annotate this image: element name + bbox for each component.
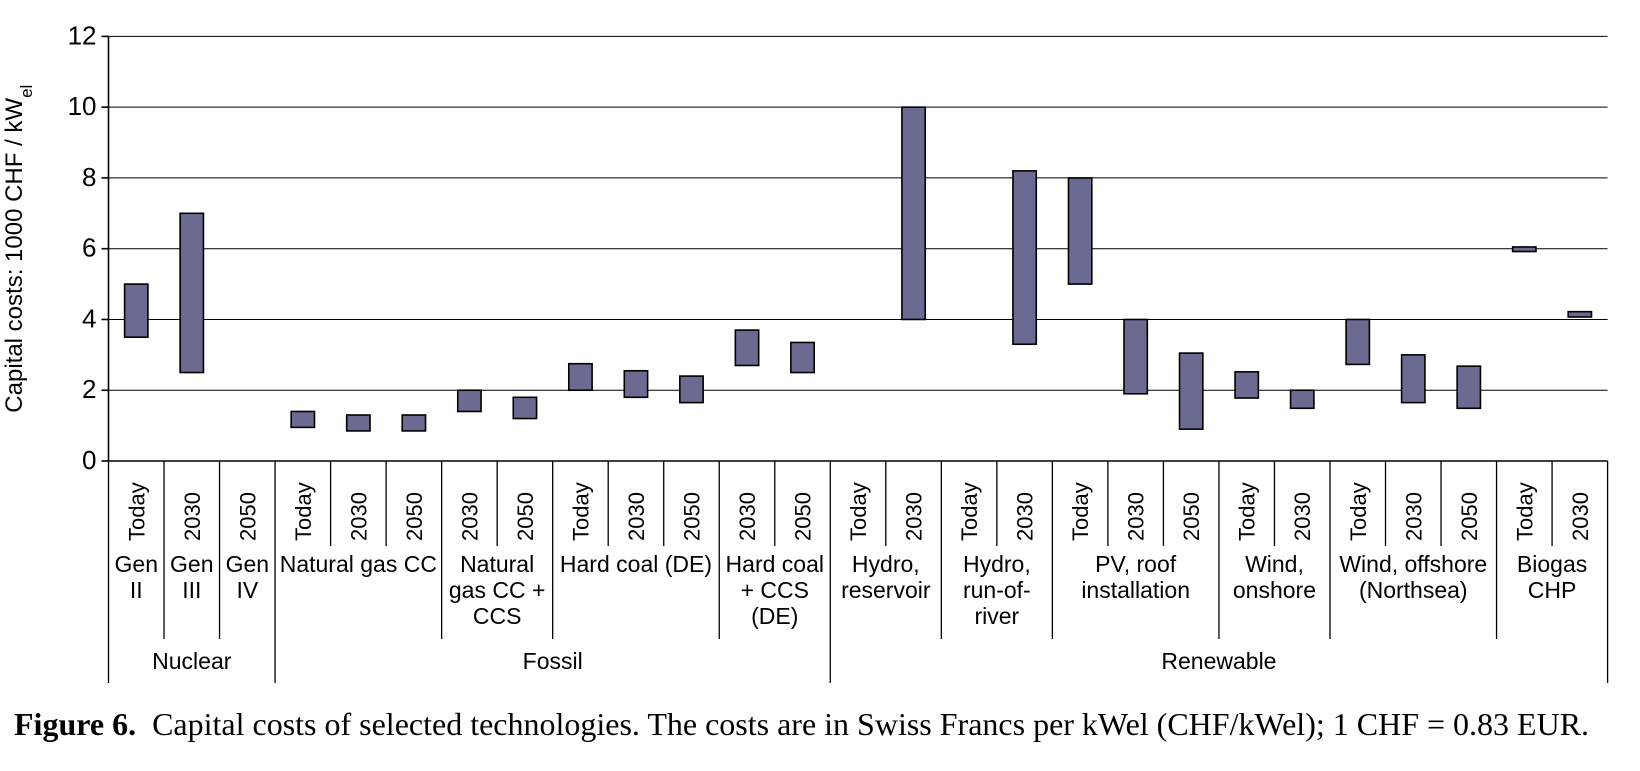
svg-text:Natural gas CC: Natural gas CC (280, 551, 437, 577)
svg-text:onshore: onshore (1233, 577, 1316, 603)
svg-text:Today: Today (1512, 482, 1537, 541)
svg-text:Today: Today (568, 482, 593, 541)
svg-text:gas CC +: gas CC + (449, 577, 546, 603)
svg-text:2050: 2050 (1457, 492, 1482, 541)
svg-text:2030: 2030 (1290, 492, 1315, 541)
svg-text:Wind,: Wind, (1245, 551, 1304, 577)
svg-text:2050: 2050 (513, 492, 538, 541)
svg-text:2050: 2050 (791, 492, 816, 541)
svg-text:Hydro,: Hydro, (963, 551, 1031, 577)
svg-text:Today: Today (957, 482, 982, 541)
svg-text:Gen: Gen (170, 551, 213, 577)
svg-text:Fossil: Fossil (523, 648, 583, 674)
svg-text:Hard coal: Hard coal (726, 551, 824, 577)
svg-text:2030: 2030 (180, 492, 205, 541)
svg-text:run-of-: run-of- (963, 577, 1031, 603)
svg-text:6: 6 (82, 233, 96, 263)
svg-text:CCS: CCS (473, 603, 522, 629)
svg-text:0: 0 (82, 445, 96, 475)
svg-text:III: III (182, 577, 201, 603)
svg-text:2050: 2050 (402, 492, 427, 541)
svg-text:2030: 2030 (735, 492, 760, 541)
svg-text:Today: Today (1346, 482, 1371, 541)
svg-text:reservoir: reservoir (841, 577, 931, 603)
svg-text:Wind, offshore: Wind, offshore (1339, 551, 1487, 577)
svg-text:2030: 2030 (1568, 492, 1593, 541)
svg-text:Today: Today (291, 482, 316, 541)
svg-text:Today: Today (1235, 482, 1260, 541)
svg-text:Biogas: Biogas (1517, 551, 1587, 577)
svg-text:2050: 2050 (1179, 492, 1204, 541)
svg-text:(Northsea): (Northsea) (1359, 577, 1468, 603)
svg-text:2: 2 (82, 374, 96, 404)
svg-text:Capital costs: 1000 CHF / kWel: Capital costs: 1000 CHF / kWel (1, 85, 36, 413)
svg-text:2030: 2030 (457, 492, 482, 541)
svg-text:Today: Today (846, 482, 871, 541)
svg-text:(DE): (DE) (751, 603, 798, 629)
svg-text:12: 12 (68, 20, 97, 50)
svg-text:Natural: Natural (460, 551, 534, 577)
svg-text:Today: Today (1068, 482, 1093, 541)
svg-text:+ CCS: + CCS (741, 577, 809, 603)
svg-text:2030: 2030 (1124, 492, 1149, 541)
svg-text:PV, roof: PV, roof (1095, 551, 1177, 577)
svg-text:II: II (130, 577, 143, 603)
svg-text:Hydro,: Hydro, (852, 551, 920, 577)
svg-text:4: 4 (82, 303, 96, 333)
svg-text:2050: 2050 (679, 492, 704, 541)
svg-text:8: 8 (82, 162, 96, 192)
svg-text:Gen: Gen (115, 551, 158, 577)
svg-text:10: 10 (68, 91, 97, 121)
svg-text:2030: 2030 (902, 492, 927, 541)
svg-text:Today: Today (124, 482, 149, 541)
svg-text:CHP: CHP (1528, 577, 1577, 603)
svg-text:Gen: Gen (226, 551, 269, 577)
svg-text:Renewable: Renewable (1161, 648, 1276, 674)
svg-text:river: river (974, 603, 1019, 629)
svg-text:2030: 2030 (346, 492, 371, 541)
svg-text:2030: 2030 (1401, 492, 1426, 541)
svg-text:IV: IV (236, 577, 258, 603)
svg-text:2050: 2050 (235, 492, 260, 541)
svg-text:2030: 2030 (1013, 492, 1038, 541)
svg-text:installation: installation (1081, 577, 1190, 603)
svg-text:Hard coal (DE): Hard coal (DE) (560, 551, 712, 577)
svg-text:2030: 2030 (624, 492, 649, 541)
svg-text:Nuclear: Nuclear (152, 648, 232, 674)
